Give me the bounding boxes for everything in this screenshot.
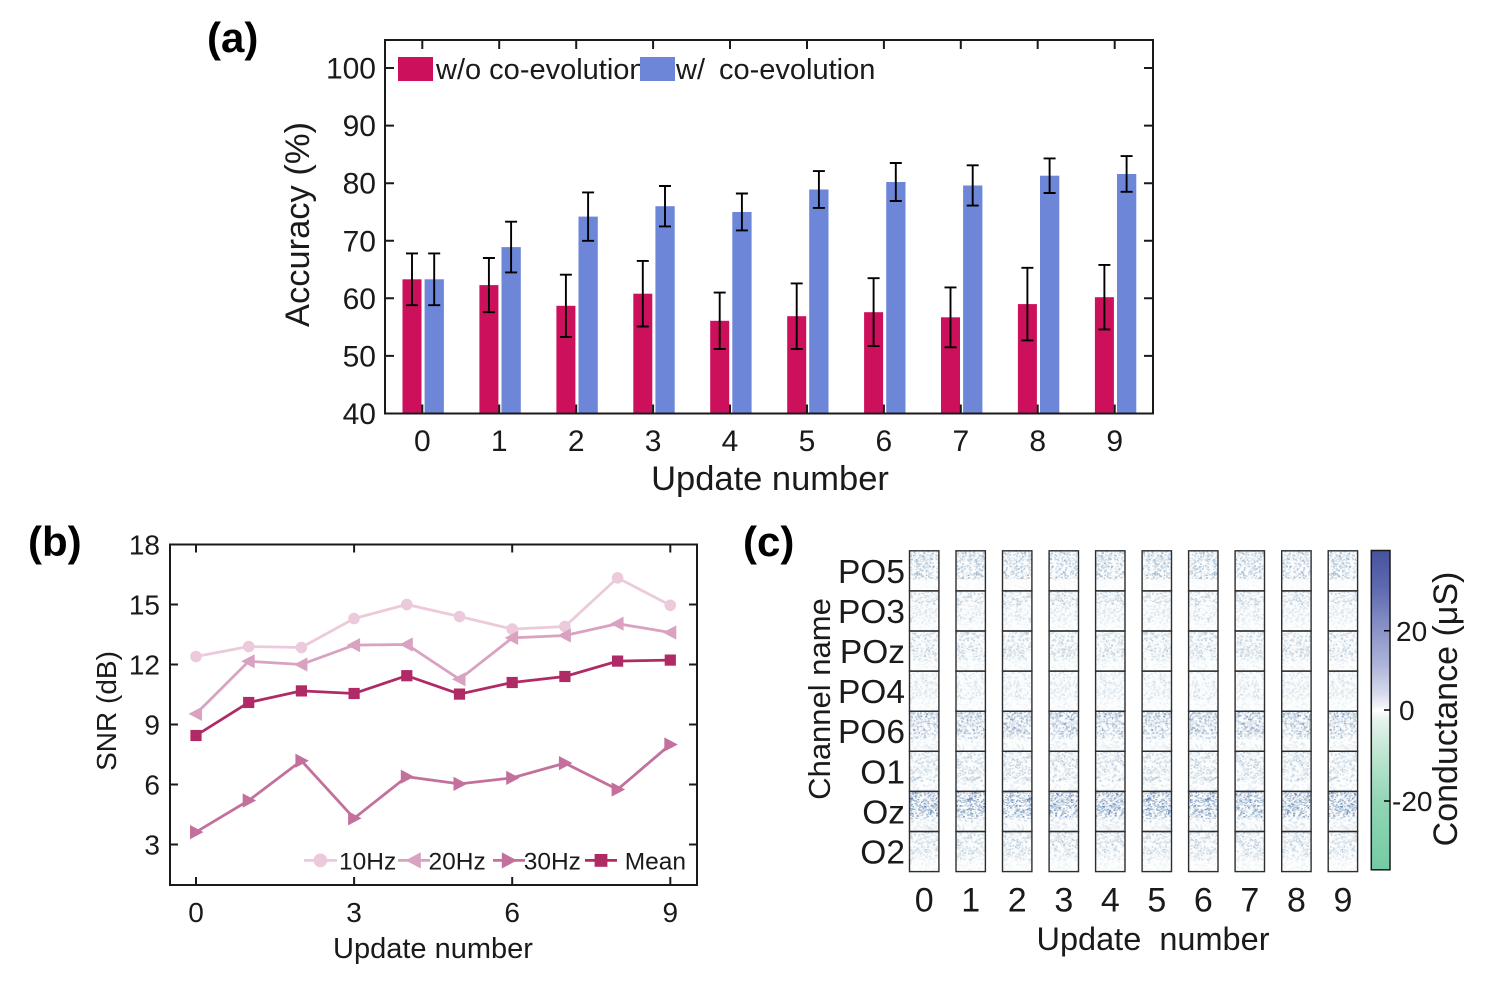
svg-text:Update number: Update number [1036, 921, 1269, 957]
svg-text:w/o co-evolution: w/o co-evolution [435, 54, 646, 86]
svg-text:PO4: PO4 [838, 674, 905, 711]
svg-text:1: 1 [491, 425, 508, 458]
svg-text:3: 3 [645, 425, 662, 458]
svg-text:12: 12 [129, 650, 160, 681]
svg-text:-20: -20 [1392, 786, 1432, 817]
svg-text:5: 5 [1147, 882, 1166, 920]
svg-text:7: 7 [1240, 882, 1259, 920]
svg-text:0: 0 [188, 897, 204, 928]
svg-text:3: 3 [144, 830, 160, 861]
svg-text:9: 9 [1333, 882, 1352, 920]
svg-text:6: 6 [876, 425, 893, 458]
svg-text:Channel name: Channel name [802, 598, 837, 800]
svg-text:POz: POz [840, 634, 905, 671]
svg-text:8: 8 [1287, 882, 1306, 920]
svg-text:90: 90 [343, 110, 376, 143]
svg-text:20: 20 [1396, 616, 1427, 647]
svg-text:Accuracy (%): Accuracy (%) [279, 122, 317, 327]
svg-text:(c): (c) [743, 518, 794, 565]
svg-text:3: 3 [346, 897, 362, 928]
svg-text:0: 0 [1399, 695, 1415, 726]
svg-text:SNR (dB): SNR (dB) [91, 651, 122, 771]
svg-text:60: 60 [343, 283, 376, 316]
svg-text:PO3: PO3 [838, 594, 905, 631]
svg-text:4: 4 [722, 425, 739, 458]
svg-text:2: 2 [568, 425, 585, 458]
svg-text:70: 70 [343, 225, 376, 258]
svg-text:O1: O1 [860, 754, 905, 791]
svg-text:co-evolution: co-evolution [719, 54, 875, 86]
svg-text:1: 1 [961, 882, 980, 920]
svg-text:(b): (b) [28, 518, 82, 565]
svg-text:Update number: Update number [333, 933, 533, 965]
svg-text:O2: O2 [860, 835, 905, 872]
svg-text:18: 18 [129, 530, 160, 561]
svg-text:w/: w/ [675, 54, 706, 86]
svg-text:80: 80 [343, 168, 376, 201]
svg-text:20Hz: 20Hz [429, 849, 486, 876]
svg-text:(a): (a) [207, 14, 258, 61]
svg-text:PO5: PO5 [838, 554, 905, 591]
svg-text:15: 15 [129, 590, 160, 621]
svg-text:9: 9 [144, 710, 160, 741]
svg-text:6: 6 [1194, 882, 1213, 920]
svg-text:8: 8 [1029, 425, 1046, 458]
svg-text:0: 0 [414, 425, 431, 458]
svg-text:30Hz: 30Hz [524, 849, 581, 876]
svg-text:100: 100 [326, 53, 376, 86]
svg-text:Conductance (μS): Conductance (μS) [1427, 572, 1465, 847]
svg-text:6: 6 [144, 770, 160, 801]
svg-text:0: 0 [915, 882, 934, 920]
svg-text:5: 5 [799, 425, 816, 458]
svg-text:6: 6 [504, 897, 520, 928]
svg-text:9: 9 [663, 897, 679, 928]
svg-text:50: 50 [343, 340, 376, 373]
svg-text:10Hz: 10Hz [339, 849, 396, 876]
svg-text:7: 7 [952, 425, 969, 458]
svg-text:9: 9 [1106, 425, 1123, 458]
svg-text:2: 2 [1008, 882, 1027, 920]
svg-text:PO6: PO6 [838, 714, 905, 751]
svg-text:40: 40 [343, 398, 376, 431]
svg-text:3: 3 [1054, 882, 1073, 920]
svg-text:Update number: Update number [651, 460, 889, 498]
svg-text:Oz: Oz [862, 794, 905, 831]
svg-text:4: 4 [1101, 882, 1120, 920]
svg-text:Mean: Mean [625, 849, 686, 876]
